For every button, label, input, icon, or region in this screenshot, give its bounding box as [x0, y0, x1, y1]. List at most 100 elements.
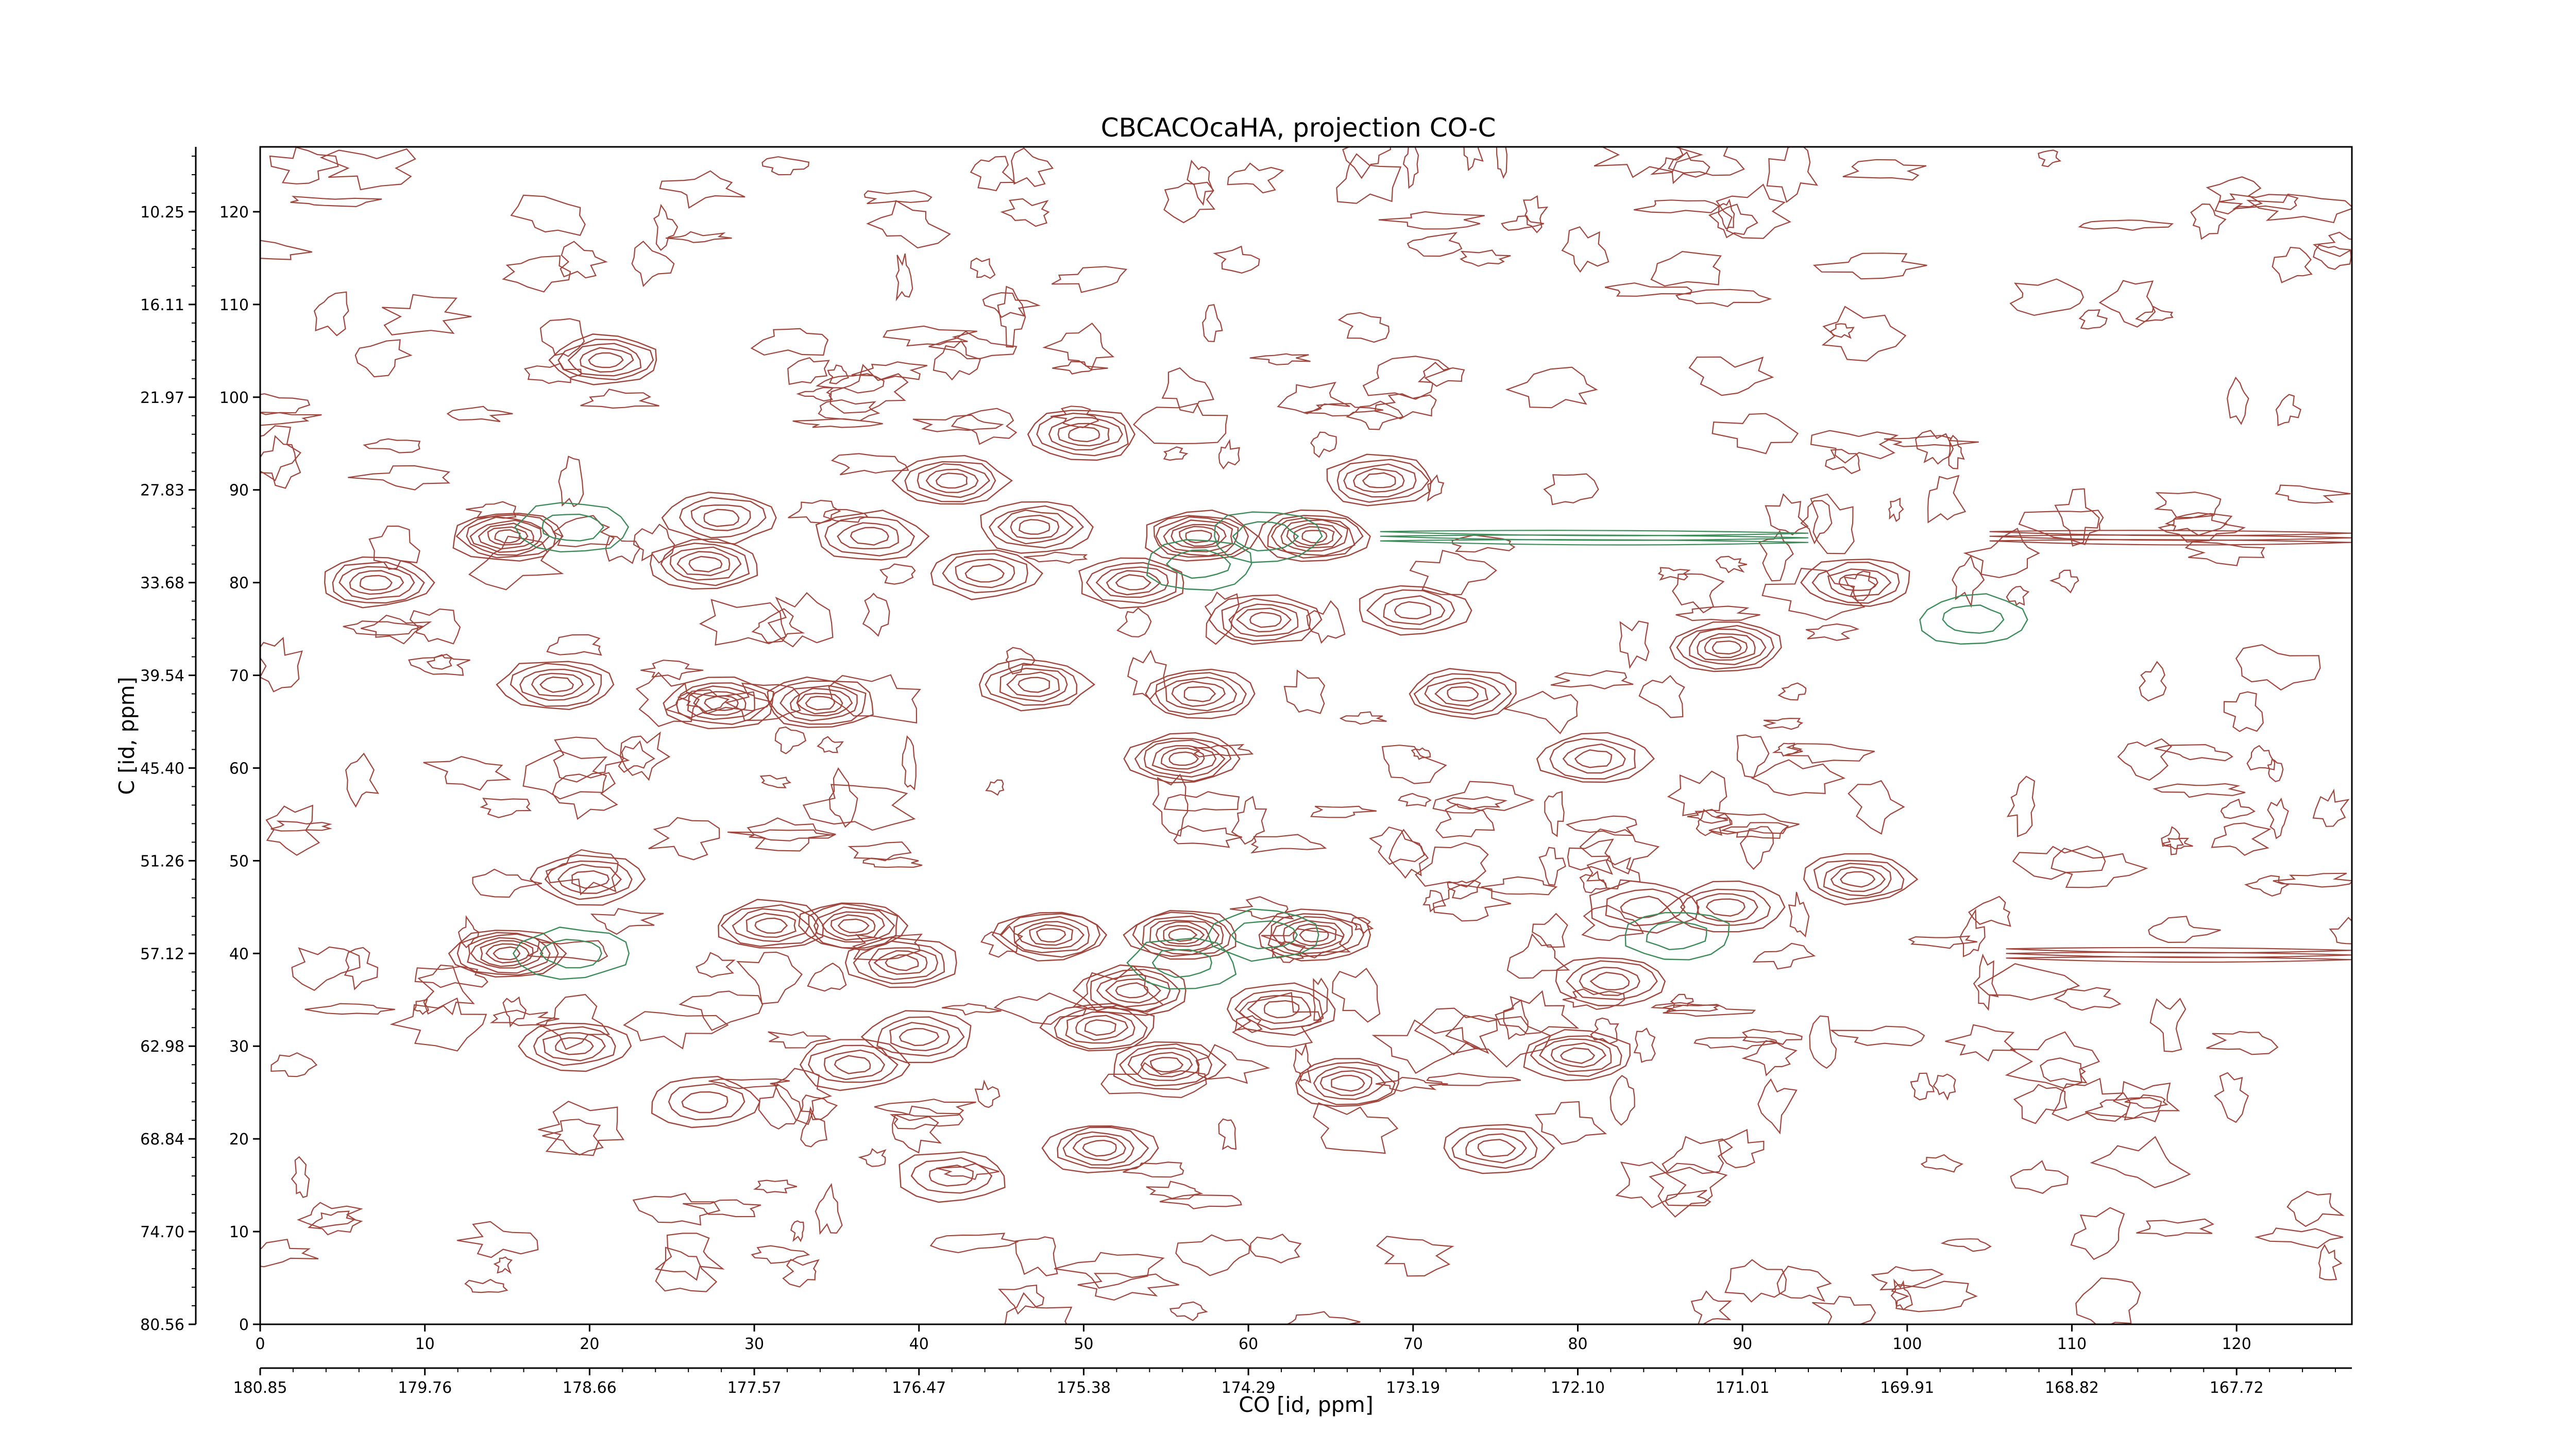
noise-contour: [1810, 430, 1899, 464]
peak-positive: [518, 1022, 632, 1072]
noise-contour: [1594, 147, 1703, 178]
x-ppm-tick-label: 172.10: [1551, 1379, 1605, 1397]
noise-contour: [1187, 159, 1214, 206]
contour-level: [1282, 920, 1345, 950]
noise-contour: [1736, 734, 1770, 778]
noise-contour: [862, 856, 923, 868]
peak-positive: [815, 510, 930, 561]
noise-contour: [2139, 661, 2167, 702]
x-ppm-tick-label: 168.82: [2045, 1379, 2099, 1397]
noise-contour: [2313, 231, 2352, 257]
contour-level: [1165, 677, 1238, 712]
contour-level: [1579, 967, 1640, 996]
noise-contour: [2070, 1207, 2125, 1260]
contour-level: [349, 570, 404, 595]
contour-level: [1704, 636, 1748, 659]
contour-level: [1105, 978, 1161, 1004]
noise-contour: [319, 148, 416, 191]
peak-negative: [1214, 511, 1323, 563]
y-ppm-tick-label: 39.54: [140, 667, 184, 685]
peak-positive: [1359, 585, 1472, 636]
contour-level: [1813, 860, 1905, 900]
noise-contour: [1339, 711, 1387, 725]
x-index-axis: 0 10 20 30 40 50 60 70 80 90 100 110 120: [255, 1324, 2251, 1353]
contour-level: [338, 566, 415, 600]
contour-level: [1555, 957, 1666, 1006]
peak-positive: [1800, 559, 1910, 607]
contour-level: [1155, 921, 1210, 947]
noise-contour: [2329, 917, 2352, 945]
noise-contour: [1843, 570, 1877, 601]
contour-level: [1155, 516, 1239, 557]
y-index-axis: 0 10 20 30 40 50 60 70 80 90 100 110 120: [219, 204, 260, 1334]
peak-positive: [448, 930, 567, 978]
noise-contour: [750, 328, 829, 356]
contour-level: [531, 672, 584, 697]
contour-level: [693, 691, 747, 716]
contour-level: [796, 693, 843, 715]
noise-contour: [1920, 1154, 1964, 1173]
noise-contour: [1765, 493, 1809, 535]
contour-level: [1646, 921, 1707, 951]
peak-positive: [1555, 957, 1666, 1006]
contour-level: [1669, 621, 1782, 672]
noise-contour: [1544, 791, 1565, 837]
noise-contour: [1505, 366, 1598, 409]
noise-contour: [1562, 988, 1625, 1010]
noise-contour: [1825, 449, 1861, 475]
contour-level: [675, 682, 771, 725]
contour-level: [930, 549, 1043, 600]
noise-contour: [2098, 280, 2156, 328]
y-ppm-tick-label: 51.26: [140, 852, 184, 870]
noise-contour: [818, 399, 880, 422]
contour-level: [1838, 574, 1878, 591]
contour-level: [1477, 1139, 1516, 1158]
noise-contour: [1163, 181, 1216, 224]
contour-level: [1160, 747, 1205, 770]
y-index-tick-label: 50: [229, 852, 249, 870]
contour-level: [1680, 888, 1771, 926]
noise-contour: [800, 1106, 827, 1148]
noise-contour: [1381, 745, 1447, 784]
contour-level: [853, 940, 945, 984]
contour-level: [1434, 681, 1488, 707]
noise-contour: [1788, 891, 1810, 938]
noise-contour: [827, 364, 850, 384]
noise-contour: [1910, 1072, 1935, 1101]
noise-contour: [1011, 147, 1054, 188]
x-index-tick-label: 90: [1733, 1335, 1752, 1353]
noise-contour: [354, 339, 413, 378]
noise-contour: [446, 406, 513, 423]
noise-contour: [1270, 941, 1306, 963]
noise-contour: [472, 868, 543, 898]
noise-contour: [1337, 312, 1389, 343]
noise-contour: [1973, 953, 1999, 1011]
noise-contour: [1665, 1189, 1711, 1206]
noise-contour: [655, 1246, 718, 1292]
y-index-tick-label: 70: [229, 667, 249, 685]
noise-contour: [2286, 1190, 2345, 1227]
peak-positive: [1803, 853, 1919, 905]
noise-contour: [640, 660, 704, 681]
noise-contour: [866, 200, 951, 249]
contour-level: [1072, 1135, 1126, 1161]
noise-contour: [2054, 488, 2100, 547]
contour-level: [452, 512, 564, 562]
peak-positive: [1145, 509, 1259, 562]
x-index-tick-label: 50: [1074, 1335, 1093, 1353]
noise-contour: [493, 1256, 513, 1274]
noise-contour: [1077, 1273, 1179, 1301]
noise-contour: [970, 257, 996, 279]
contour-level: [1113, 1041, 1227, 1090]
contour-level: [718, 899, 824, 949]
noise-contour: [1004, 1292, 1073, 1324]
contour-level: [789, 687, 853, 717]
contour-level: [1366, 589, 1455, 630]
contour-level: [935, 473, 968, 489]
contour-level: [1620, 896, 1668, 919]
peak-negative: [1919, 593, 2028, 645]
noise-contour: [1590, 1017, 1619, 1044]
noise-contour: [1306, 600, 1346, 644]
contour-level: [690, 504, 751, 531]
noise-contour: [2254, 1227, 2344, 1249]
